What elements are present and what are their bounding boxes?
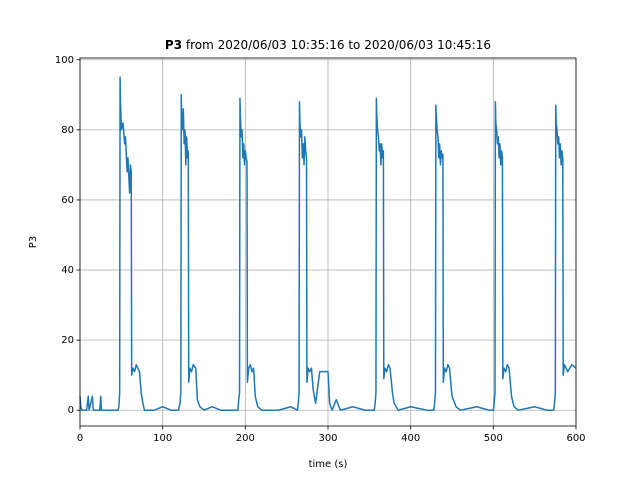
y-axis-label: P3 [28, 236, 39, 248]
chart-title: P3 from 2020/06/03 10:35:16 to 2020/06/0… [165, 38, 491, 52]
y-tick-label: 0 [68, 405, 74, 416]
y-tick-label: 20 [61, 335, 74, 346]
plot-frame [79, 57, 577, 427]
data-line [79, 76, 577, 411]
x-tick-label: 600 [566, 433, 585, 444]
y-tick-label: 100 [55, 55, 74, 66]
y-tick-label: 60 [61, 195, 74, 206]
x-tick-label: 100 [153, 433, 172, 444]
x-tick-label: 400 [401, 433, 420, 444]
title-bold: P3 [165, 38, 182, 52]
x-axis-label: time (s) [309, 459, 348, 470]
x-tick-label: 0 [77, 433, 83, 444]
x-tick-label: 200 [236, 433, 255, 444]
title-rest: from 2020/06/03 10:35:16 to 2020/06/03 1… [186, 38, 491, 52]
y-tick-label: 40 [61, 265, 74, 276]
x-tick-label: 500 [484, 433, 503, 444]
y-tick-label: 80 [61, 125, 74, 136]
x-tick-label: 300 [318, 433, 337, 444]
